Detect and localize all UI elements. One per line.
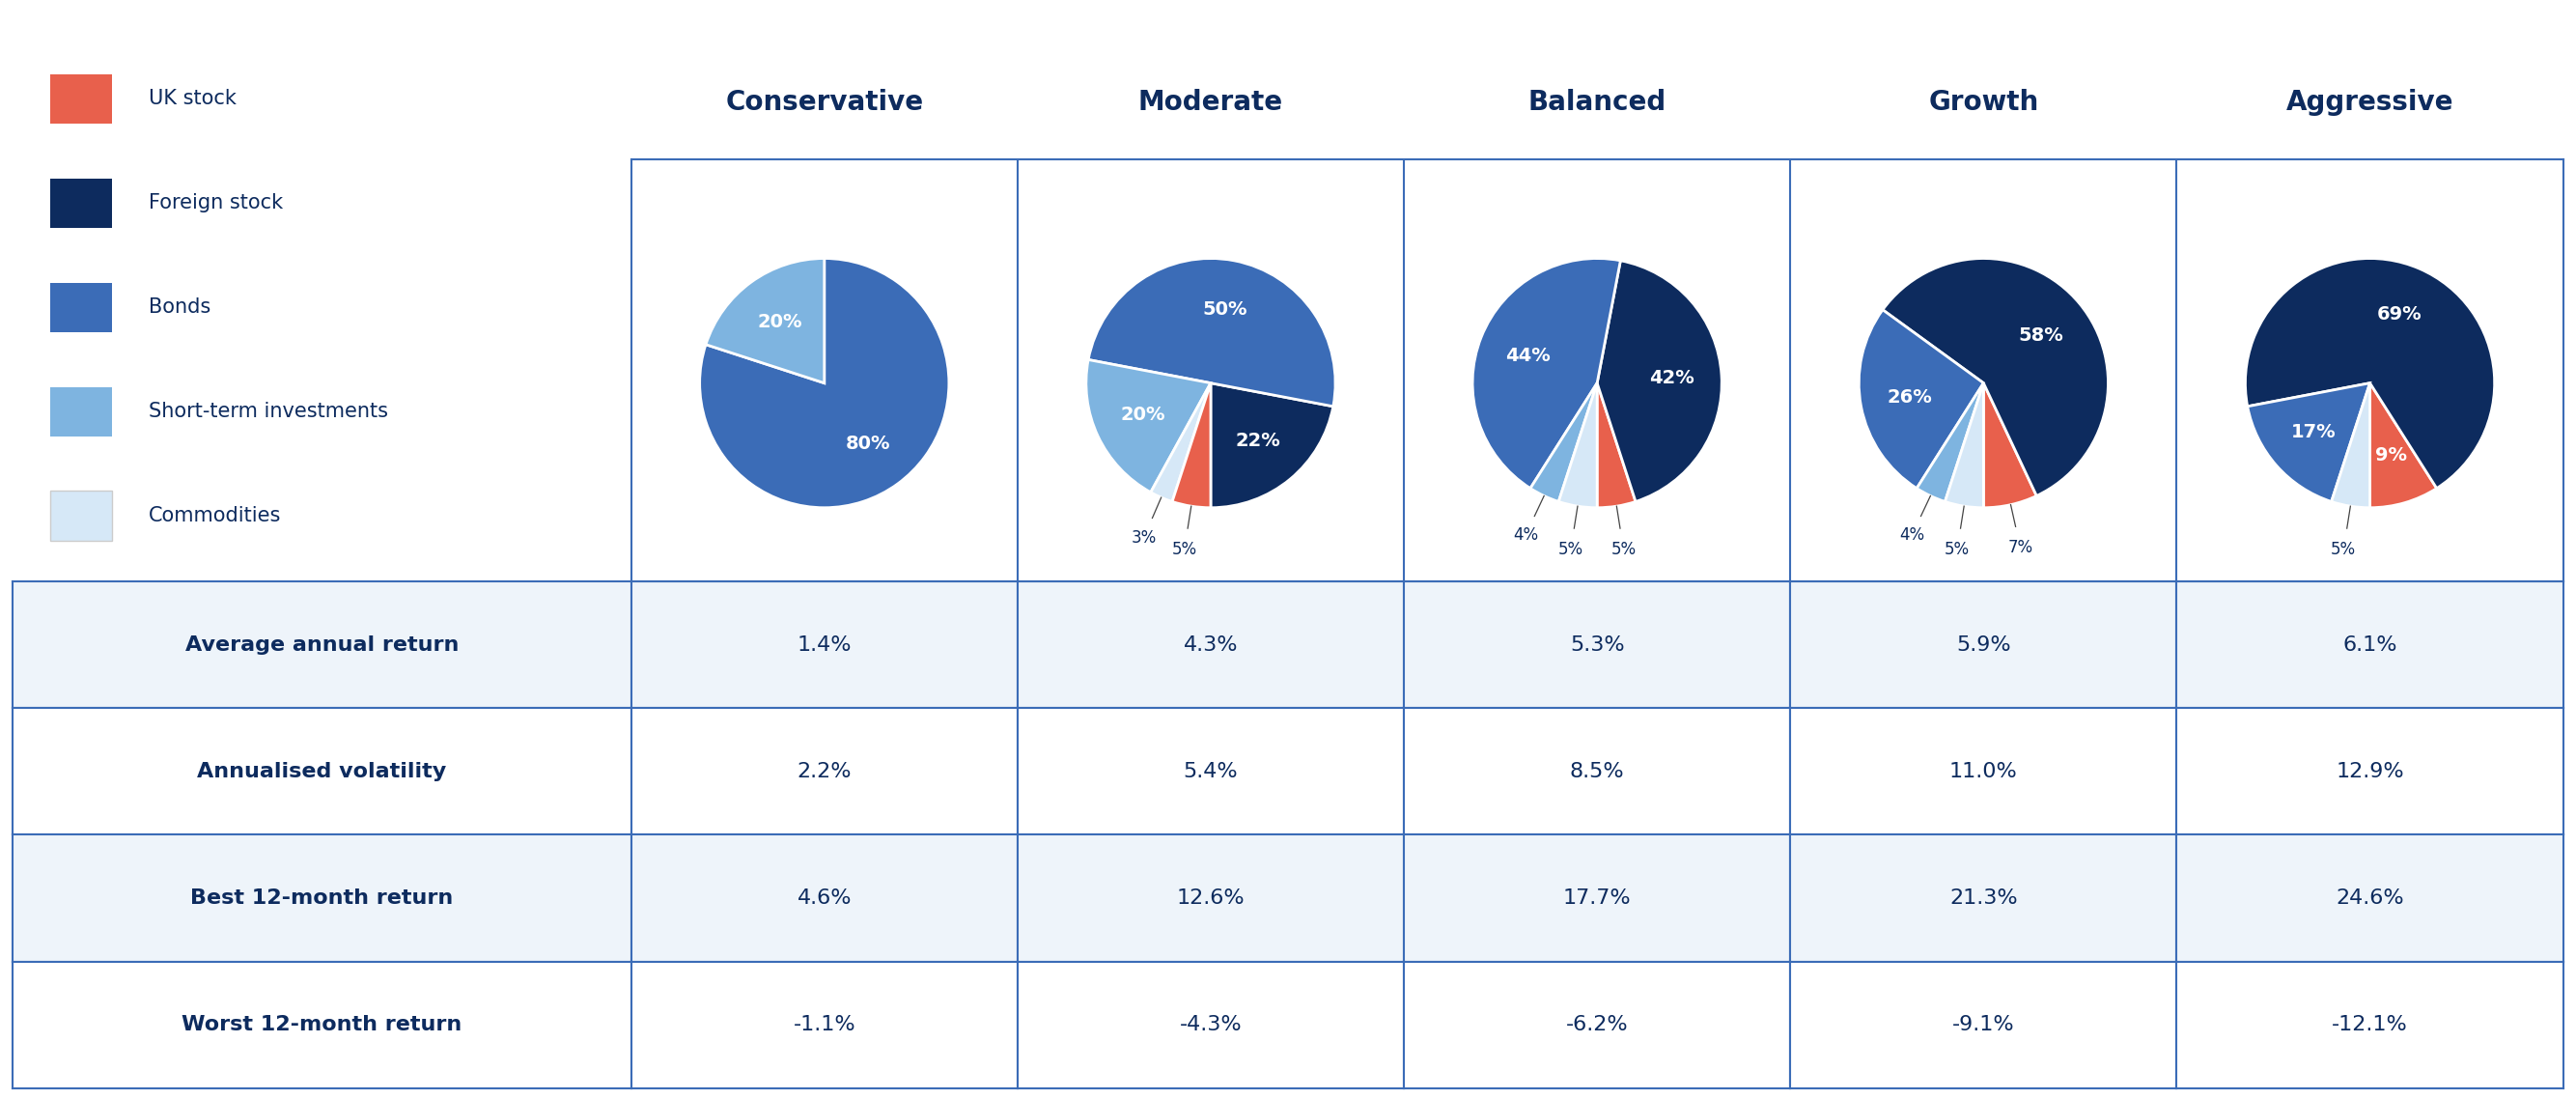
Text: -4.3%: -4.3%	[1180, 1015, 1242, 1034]
Wedge shape	[2331, 384, 2370, 508]
Text: 58%: 58%	[2020, 326, 2063, 345]
Wedge shape	[1172, 384, 1211, 508]
Text: 21.3%: 21.3%	[1950, 888, 2017, 908]
Text: Conservative: Conservative	[726, 89, 922, 116]
FancyBboxPatch shape	[49, 387, 111, 436]
Text: 5.3%: 5.3%	[1569, 635, 1625, 655]
Text: Bonds: Bonds	[149, 298, 211, 317]
Text: 22%: 22%	[1236, 432, 1280, 449]
Text: Best 12-month return: Best 12-month return	[191, 888, 453, 908]
Wedge shape	[1558, 384, 1597, 508]
Text: Growth: Growth	[1929, 89, 2038, 116]
Text: 69%: 69%	[2378, 306, 2421, 323]
Text: 17%: 17%	[2290, 423, 2336, 442]
Text: 12.9%: 12.9%	[2336, 762, 2403, 781]
Text: 1.4%: 1.4%	[796, 635, 853, 655]
Text: 3%: 3%	[1131, 529, 1157, 546]
Wedge shape	[1945, 384, 1984, 508]
Text: 80%: 80%	[845, 434, 891, 453]
FancyBboxPatch shape	[49, 178, 111, 227]
Text: Commodities: Commodities	[149, 507, 281, 525]
Text: Short-term investments: Short-term investments	[149, 402, 389, 421]
Wedge shape	[1883, 258, 2107, 496]
Text: Aggressive: Aggressive	[2285, 89, 2455, 116]
Text: 17.7%: 17.7%	[1564, 888, 1631, 908]
Wedge shape	[701, 258, 948, 508]
Text: 24.6%: 24.6%	[2336, 888, 2403, 908]
Text: 4.3%: 4.3%	[1182, 635, 1239, 655]
Wedge shape	[1917, 384, 1984, 501]
Wedge shape	[1984, 384, 2038, 508]
Text: Average annual return: Average annual return	[185, 635, 459, 655]
Text: Balanced: Balanced	[1528, 89, 1667, 116]
Text: 20%: 20%	[1121, 406, 1164, 424]
Text: 5%: 5%	[1945, 541, 1971, 558]
Wedge shape	[1530, 384, 1597, 501]
Wedge shape	[1211, 384, 1334, 508]
Wedge shape	[1860, 310, 1984, 488]
Text: 4%: 4%	[1899, 526, 1924, 544]
Text: -12.1%: -12.1%	[2331, 1015, 2409, 1034]
Text: 42%: 42%	[1649, 369, 1695, 388]
Text: 4%: 4%	[1512, 526, 1538, 544]
Wedge shape	[1151, 384, 1211, 501]
Text: 5%: 5%	[1558, 541, 1584, 558]
Wedge shape	[1087, 359, 1211, 492]
Wedge shape	[2246, 384, 2370, 501]
Text: 4.6%: 4.6%	[796, 888, 853, 908]
Wedge shape	[1597, 384, 1636, 508]
Wedge shape	[1473, 258, 1620, 488]
Text: 2.2%: 2.2%	[796, 762, 853, 781]
Wedge shape	[2370, 384, 2437, 508]
Text: 9%: 9%	[2375, 446, 2406, 464]
Text: 5.4%: 5.4%	[1182, 762, 1239, 781]
Text: 26%: 26%	[1888, 388, 1932, 407]
Text: UK stock: UK stock	[149, 89, 237, 109]
Text: 5.9%: 5.9%	[1955, 635, 2012, 655]
Text: 11.0%: 11.0%	[1950, 762, 2017, 781]
Text: 8.5%: 8.5%	[1569, 762, 1625, 781]
Wedge shape	[1087, 258, 1334, 407]
Text: -1.1%: -1.1%	[793, 1015, 855, 1034]
Text: Annualised volatility: Annualised volatility	[198, 762, 446, 781]
Text: Foreign stock: Foreign stock	[149, 193, 283, 213]
Wedge shape	[2246, 258, 2494, 488]
Text: -6.2%: -6.2%	[1566, 1015, 1628, 1034]
Wedge shape	[706, 258, 824, 384]
Text: 20%: 20%	[757, 313, 804, 332]
Text: 6.1%: 6.1%	[2342, 635, 2398, 655]
Text: 12.6%: 12.6%	[1177, 888, 1244, 908]
Text: 5%: 5%	[2331, 541, 2357, 558]
Text: 50%: 50%	[1203, 300, 1247, 319]
Text: 5%: 5%	[1610, 541, 1636, 558]
Wedge shape	[1597, 260, 1721, 501]
Text: Moderate: Moderate	[1139, 89, 1283, 116]
Text: Worst 12-month return: Worst 12-month return	[183, 1015, 461, 1034]
Text: 7%: 7%	[2007, 539, 2032, 556]
Text: 5%: 5%	[1172, 541, 1198, 558]
Text: 44%: 44%	[1504, 346, 1551, 365]
FancyBboxPatch shape	[49, 491, 111, 541]
FancyBboxPatch shape	[49, 74, 111, 123]
FancyBboxPatch shape	[49, 282, 111, 332]
Text: -9.1%: -9.1%	[1953, 1015, 2014, 1034]
